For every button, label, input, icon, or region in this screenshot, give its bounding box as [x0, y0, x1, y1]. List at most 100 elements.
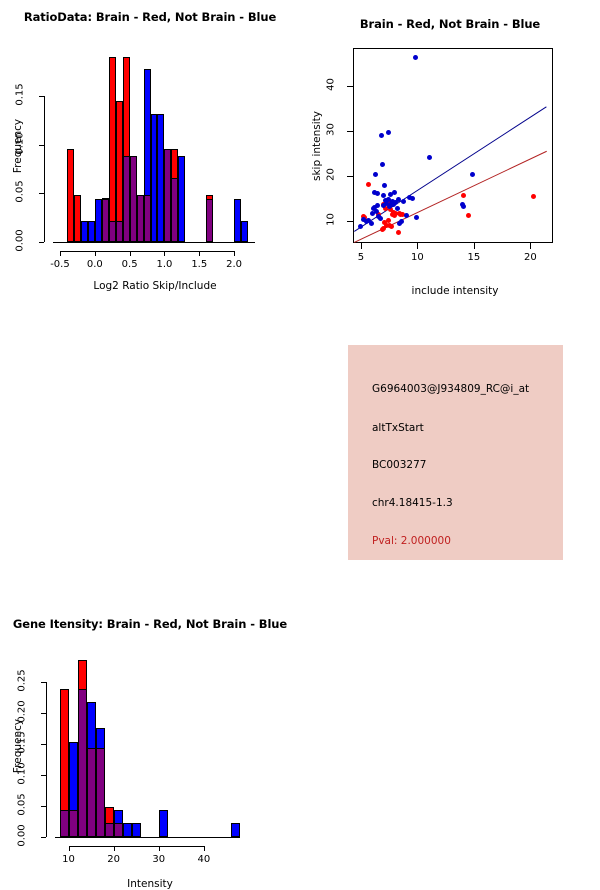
y-axis-line: [44, 95, 45, 242]
scatter-point: [373, 172, 379, 178]
scatter-point: [384, 201, 390, 207]
y-axis-tick-label: 0.00: [16, 824, 28, 847]
scatter-point: [427, 154, 433, 160]
y-axis-tick: [39, 144, 44, 146]
histogram-bar: [73, 195, 81, 242]
x-axis-tick: [129, 251, 131, 256]
x-axis-tick-label: 10: [411, 252, 424, 263]
histogram-bar: [234, 199, 242, 242]
y-axis-tick-label: 40: [325, 78, 337, 91]
y-axis-tick: [41, 681, 46, 683]
locus-label: chr4.18415-1.3: [372, 497, 453, 509]
histogram-bar: [66, 149, 74, 242]
y-axis-tick-label: 0.00: [14, 229, 26, 252]
ratio-histogram-plot-area: 0.00 0.05 0.10 0.15 -0.5 0.0 0.5 1.0 1.5 2.0: [15, 52, 255, 270]
x-axis-tick-label: -0.5: [50, 259, 70, 270]
histogram-bar: [87, 220, 95, 242]
scatter-point: [403, 212, 409, 218]
ratio-histogram-title: RatioData: Brain - Red, Not Brain - Blue: [23, 10, 277, 24]
x-axis-tick: [203, 846, 205, 851]
x-axis-tick-label: 15: [467, 252, 481, 263]
intensity-scatter-plot-area: 10 20 30 40 5 10 15 20: [326, 48, 553, 263]
gene-intensity-histogram-plot-area: 0.00 0.05 0.10 0.15 0.20 0.25 10 20 30 40: [17, 657, 240, 865]
x-axis-tick-label: 40: [197, 854, 211, 865]
x-axis-tick-label: 20: [107, 854, 121, 865]
y-axis-tick: [39, 242, 44, 243]
y-axis-tick: [41, 837, 46, 838]
scatter-point: [378, 132, 384, 138]
gene-info-panel: G6964003@J934809_RC@i_at altTxStart BC00…: [300, 300, 600, 600]
intensity-scatter-title: Brain - Red, Not Brain - Blue: [359, 17, 541, 31]
histogram-bar-overlap: [143, 195, 151, 242]
histogram-bar: [157, 114, 165, 242]
histogram-bar: [230, 823, 240, 837]
event-type-label: altTxStart: [372, 422, 424, 434]
gene-intensity-histogram-title: Gene Itensity: Brain - Red, Not Brain - …: [12, 617, 288, 631]
y-axis-tick-label: 30: [325, 123, 337, 136]
y-axis-tick: [41, 774, 46, 776]
histogram-bar-overlap: [95, 748, 105, 837]
y-axis-tick: [39, 193, 44, 195]
intensity-scatter-x-axis-title: include intensity: [411, 285, 499, 297]
scatter-point: [406, 194, 412, 200]
scatter-point: [381, 202, 386, 208]
gene-intensity-histogram-y-axis-title: Frequency: [12, 718, 24, 774]
histogram-bar: [158, 810, 168, 837]
x-axis-tick-label: 0.0: [86, 259, 103, 270]
scatter-point: [371, 204, 377, 210]
intensity-scatter-panel: Brain - Red, Not Brain - Blue 10 20 30 40 5 1…: [300, 0, 600, 300]
x-axis-tick: [417, 243, 419, 249]
x-axis-tick: [473, 243, 475, 249]
accession-label: BC003277: [372, 459, 427, 471]
ratio-histogram-panel: RatioData: Brain - Red, Not Brain - Blue…: [0, 0, 300, 300]
x-axis-line: [59, 251, 235, 252]
y-axis-tick: [41, 805, 46, 807]
scatter-point: [461, 192, 467, 198]
scatter-point: [385, 197, 391, 203]
histogram-bar-overlap: [59, 810, 69, 837]
gene-info-box: G6964003@J934809_RC@i_at altTxStart BC00…: [348, 345, 563, 560]
histogram-bar-overlap: [129, 156, 137, 242]
scatter-point: [393, 210, 399, 216]
y-axis-line: [46, 681, 47, 837]
scatter-point: [410, 196, 416, 202]
histogram-bar-overlap: [136, 195, 144, 242]
x-axis-tick: [234, 251, 236, 256]
x-axis-tick-label: 1.0: [156, 259, 173, 270]
scatter-point: [392, 190, 398, 196]
plot-baseline: [53, 242, 255, 243]
scatter-point: [412, 54, 418, 60]
scatter-point: [369, 210, 375, 216]
x-axis-tick-label: 30: [152, 854, 166, 865]
scatter-point: [400, 211, 406, 217]
scatter-point: [394, 205, 400, 211]
scatter-point: [395, 196, 401, 202]
histogram-bar-overlap: [86, 748, 96, 837]
scatter-point: [388, 224, 394, 230]
intensity-scatter-y-axis-title: skip intensity: [311, 111, 323, 181]
histogram-bar: [150, 114, 158, 242]
scatter-point: [401, 198, 407, 204]
scatter-point: [385, 130, 391, 136]
ratio-histogram-x-axis-title: Log2 Ratio Skip/Include: [93, 280, 217, 292]
scatter-point: [375, 191, 381, 197]
histogram-bar: [241, 220, 249, 242]
scatter-point: [375, 203, 381, 209]
y-axis-tick: [347, 130, 353, 132]
histogram-bar-overlap: [77, 689, 87, 837]
x-axis-tick-label: 1.5: [191, 259, 208, 270]
scatter-point: [399, 218, 405, 224]
x-axis-tick: [94, 251, 96, 256]
x-axis-tick-label: 2.0: [226, 259, 243, 270]
pval-label: Pval: 2.000000: [372, 535, 451, 547]
y-axis-tick-label: 10: [325, 212, 337, 226]
scatter-point: [387, 191, 393, 197]
histogram-bar-overlap: [101, 199, 109, 242]
histogram-bar-overlap: [122, 156, 130, 242]
scatter-point: [379, 162, 385, 168]
scatter-point: [360, 216, 366, 222]
histogram-bar-overlap: [113, 823, 123, 837]
scatter-point: [381, 193, 386, 199]
scatter-point: [376, 213, 382, 219]
histogram-bar-overlap: [68, 810, 78, 837]
